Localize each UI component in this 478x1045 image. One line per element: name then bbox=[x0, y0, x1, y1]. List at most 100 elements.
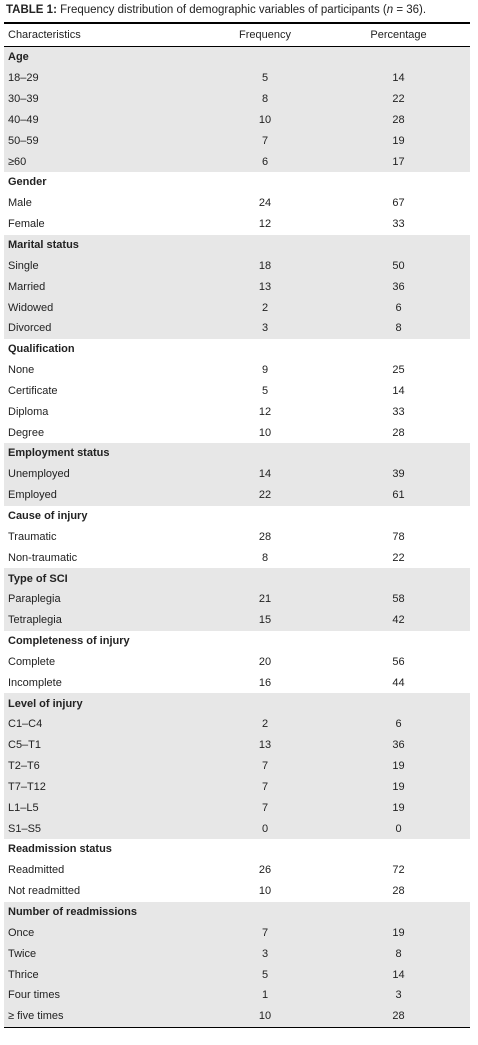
cell: None bbox=[8, 364, 35, 377]
cell: 19 bbox=[392, 801, 405, 814]
cell: T2–T6 bbox=[8, 760, 40, 773]
group-name: Completeness of injury bbox=[8, 635, 130, 648]
group-row: Type of SCI bbox=[4, 568, 470, 589]
cell: 8 bbox=[261, 93, 269, 106]
cell: ≥60 bbox=[8, 155, 27, 168]
cell: 6 bbox=[395, 301, 402, 314]
data-row: Traumatic 28 78 bbox=[4, 526, 470, 547]
data-row: None 9 25 bbox=[4, 360, 470, 381]
cell: 40–49 bbox=[8, 113, 39, 126]
cell: 58 bbox=[392, 593, 405, 606]
group-row: Completeness of injury bbox=[4, 631, 470, 652]
cell: 44 bbox=[392, 676, 405, 689]
cell: Married bbox=[8, 280, 46, 293]
cell: Male bbox=[8, 197, 32, 210]
table: Characteristics Frequency Percentage Age… bbox=[4, 22, 470, 1028]
cell: 17 bbox=[392, 155, 405, 168]
caption-italic: n bbox=[386, 4, 394, 16]
data-row: Female 12 33 bbox=[4, 214, 470, 235]
cell: 8 bbox=[395, 322, 402, 335]
caption-label: TABLE 1: bbox=[6, 4, 57, 16]
cell: 13 bbox=[258, 739, 272, 752]
cell: Employed bbox=[8, 489, 57, 502]
header-cell: Frequency bbox=[239, 29, 291, 41]
caption-text: Frequency distribution of demographic va… bbox=[56, 4, 387, 16]
header-cell: Percentage bbox=[370, 29, 427, 41]
cell: 50–59 bbox=[8, 134, 39, 147]
cell: 6 bbox=[261, 155, 269, 168]
group-row: Qualification bbox=[4, 339, 470, 360]
cell: 19 bbox=[392, 134, 405, 147]
cell: 5 bbox=[261, 72, 269, 85]
data-row: T7–T12 7 19 bbox=[4, 776, 470, 798]
group-name: Number of readmissions bbox=[8, 906, 137, 919]
cell: Female bbox=[8, 218, 45, 231]
data-row: Four times 1 3 bbox=[4, 984, 470, 1006]
data-row: C5–T1 13 36 bbox=[4, 734, 470, 756]
cell: 12 bbox=[258, 405, 272, 418]
cell: 5 bbox=[261, 968, 269, 981]
cell: 7 bbox=[261, 780, 269, 793]
cell: Readmitted bbox=[8, 864, 65, 877]
data-row: Single 18 50 bbox=[4, 255, 470, 277]
cell: Complete bbox=[8, 655, 56, 668]
data-row: C1–C4 2 6 bbox=[4, 714, 470, 735]
cell: 0 bbox=[261, 822, 269, 835]
cell: 25 bbox=[392, 364, 405, 377]
cell: Incomplete bbox=[8, 676, 62, 689]
cell: 33 bbox=[392, 405, 405, 418]
data-row: Degree 10 28 bbox=[4, 422, 470, 443]
cell: 7 bbox=[261, 926, 269, 939]
cell: 50 bbox=[392, 259, 405, 272]
cell: 19 bbox=[392, 760, 405, 773]
data-row: T2–T6 7 19 bbox=[4, 755, 470, 777]
cell: S1–S5 bbox=[8, 822, 42, 835]
cell: Unemployed bbox=[8, 468, 70, 481]
cell: 24 bbox=[258, 197, 272, 210]
group-name: Readmission status bbox=[8, 843, 112, 856]
cell: Divorced bbox=[8, 322, 52, 335]
data-row: Non-traumatic 8 22 bbox=[4, 547, 470, 568]
cell: 7 bbox=[261, 134, 269, 147]
cell: Paraplegia bbox=[8, 593, 61, 606]
cell: 22 bbox=[392, 551, 405, 564]
cell: 28 bbox=[258, 530, 272, 543]
data-row: Not readmitted 10 28 bbox=[4, 881, 470, 902]
cell: 10 bbox=[258, 1010, 272, 1023]
cell: 7 bbox=[261, 801, 269, 814]
cell: 19 bbox=[392, 926, 405, 939]
cell: 6 bbox=[395, 718, 402, 731]
cell: 67 bbox=[392, 197, 405, 210]
cell: Tetraplegia bbox=[8, 614, 62, 627]
cell: 12 bbox=[258, 218, 272, 231]
cell: 33 bbox=[392, 218, 405, 231]
data-row: Divorced 3 8 bbox=[4, 317, 470, 339]
group-name: Gender bbox=[8, 176, 47, 189]
cell: 26 bbox=[258, 864, 272, 877]
cell: Not readmitted bbox=[8, 885, 81, 898]
group-row: Readmission status bbox=[4, 839, 470, 860]
group-row: Gender bbox=[4, 172, 470, 193]
cell: 28 bbox=[392, 113, 405, 126]
cell: Diploma bbox=[8, 405, 49, 418]
cell: 2 bbox=[261, 301, 269, 314]
data-row: Certificate 5 14 bbox=[4, 381, 470, 402]
group-name: Type of SCI bbox=[8, 572, 68, 585]
cell: 14 bbox=[392, 384, 405, 397]
cell: 13 bbox=[258, 280, 272, 293]
data-row: Incomplete 16 44 bbox=[4, 672, 470, 693]
cell: 78 bbox=[392, 530, 405, 543]
cell: 2 bbox=[261, 718, 269, 731]
data-row: 40–49 10 28 bbox=[4, 109, 470, 131]
cell: Degree bbox=[8, 426, 45, 439]
cell: T7–T12 bbox=[8, 780, 46, 793]
cell: 10 bbox=[258, 113, 272, 126]
data-row: ≥60 6 17 bbox=[4, 151, 470, 173]
data-row: Readmitted 26 72 bbox=[4, 860, 470, 881]
group-name: Cause of injury bbox=[8, 509, 88, 522]
group-name: Qualification bbox=[8, 343, 75, 356]
data-row: Married 13 36 bbox=[4, 276, 470, 298]
cell: 18–29 bbox=[8, 72, 39, 85]
group-row: Cause of injury bbox=[4, 506, 470, 527]
data-row: Paraplegia 21 58 bbox=[4, 588, 470, 610]
